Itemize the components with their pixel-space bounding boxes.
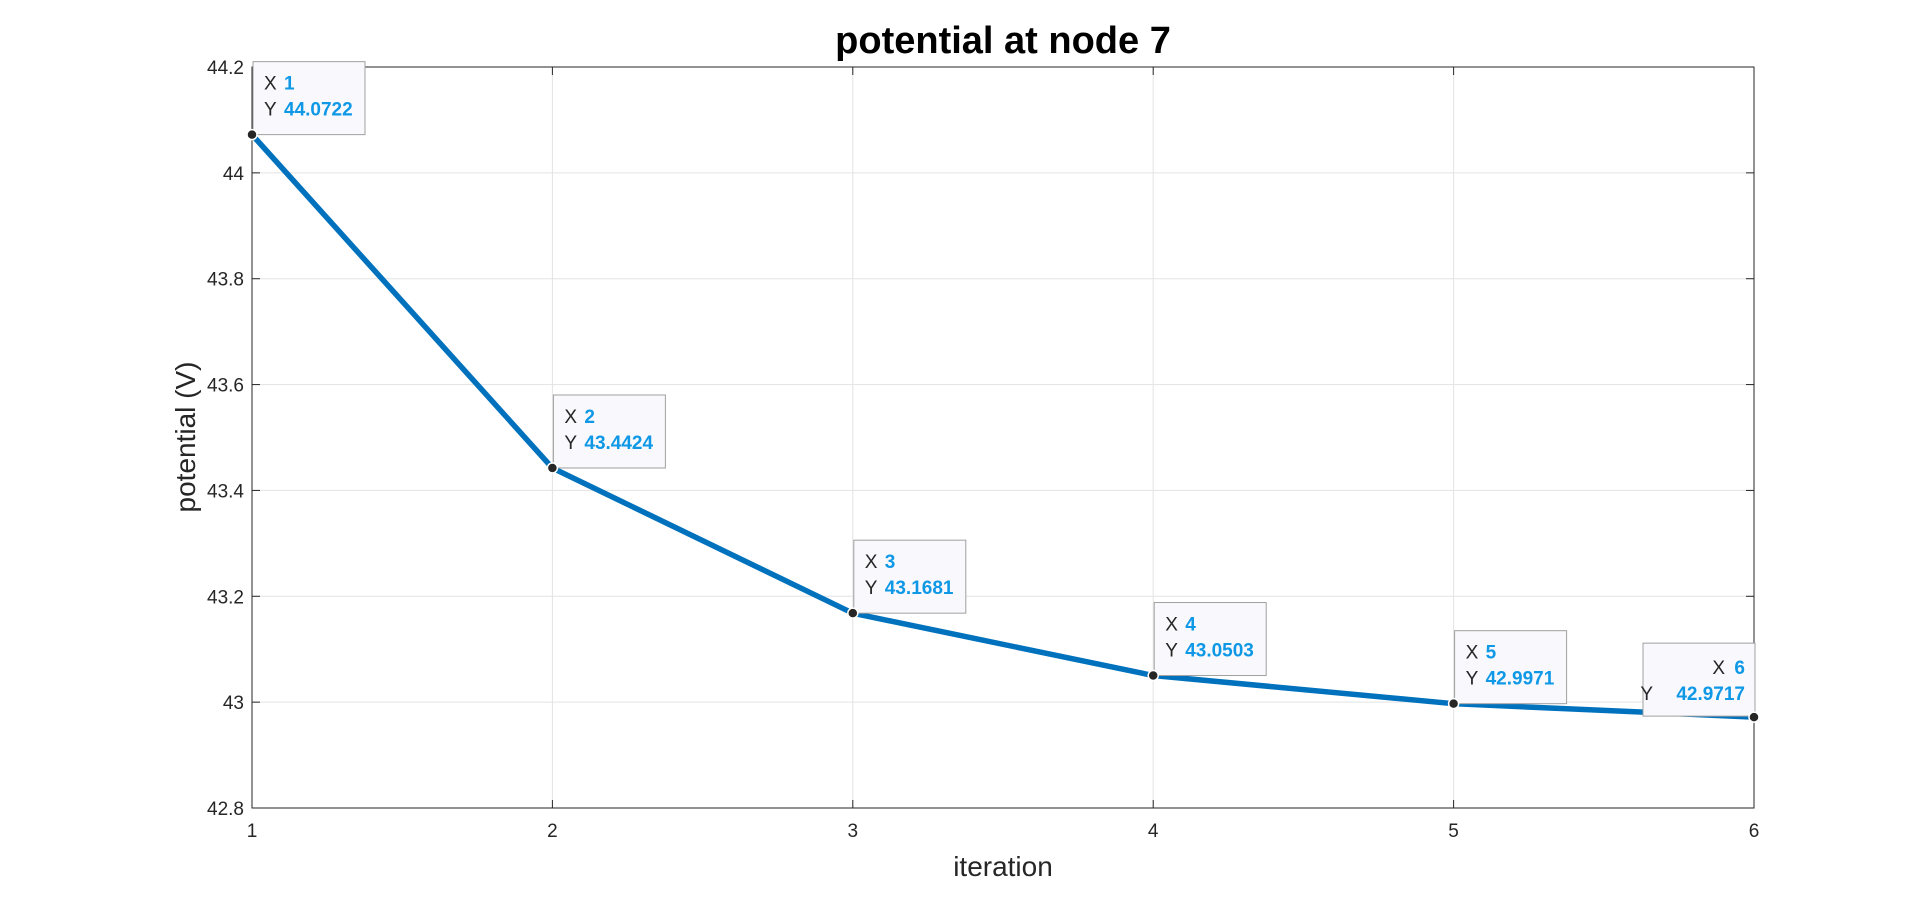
y-tick-label: 44.2 [207,58,244,79]
datatip-y-value: 43.1681 [885,578,954,599]
datatip-y-key: Y [1640,684,1653,705]
datatip-box [252,61,366,136]
datatip-x-value: 5 [1486,643,1497,664]
datatip-y-key: Y [865,578,878,599]
data-point-marker [1147,669,1159,682]
datatip-x-key: X [1466,643,1479,664]
y-tick-label: 43.2 [207,587,244,608]
datatip: 6X 42.9717 Y [1640,642,1756,717]
datatip-y-key: Y [1466,669,1479,690]
y-tick-label: 44 [223,164,245,185]
datatip: X 1Y 44.0722 [252,61,366,136]
datatip-y-key: Y [264,100,277,121]
datatip-x-value: 4 [1185,615,1196,636]
series-layer [249,132,1755,720]
y-axis-label: potential (V) [170,362,201,513]
datatip-box [1153,602,1267,677]
data-point-marker [1748,711,1760,723]
datatip-x-key: X [1712,658,1725,679]
datatip-y-key: Y [1165,641,1178,662]
datatip: X 5Y 42.9971 [1454,630,1568,705]
datatip-box [853,539,967,614]
data-point-marker [847,607,859,619]
x-tick-label: 6 [1749,821,1760,842]
datatip-y-value: 44.0722 [284,100,353,121]
datatip: X 2Y 43.4424 [552,394,666,469]
x-tick-label: 4 [1148,821,1159,842]
datatip-x-key: X [865,552,878,573]
y-tick-label: 43 [223,693,244,714]
data-point-marker [246,128,258,141]
x-tick-label: 3 [848,821,859,842]
datatip-x-value: 1 [284,74,295,95]
datatip: X 4Y 43.0503 [1153,602,1267,677]
datatip-box [1454,630,1568,705]
datatip-x-value: 3 [885,552,896,573]
datatip-x-key: X [264,74,277,95]
x-tick-labels: 1 2 3 4 5 6 [247,821,1760,842]
datatip-y-value: 42.9717 [1676,684,1745,705]
datatip-x-key: X [1165,615,1178,636]
y-tick-label: 43.6 [207,376,244,397]
datatip-x-value: 2 [584,407,595,428]
data-point-marker [1447,697,1460,710]
series-line [249,132,1755,720]
datatip-box [552,394,666,469]
axes-box [251,66,1755,809]
chart-title: potential at node 7 [835,20,1171,62]
x-tick-label: 2 [547,821,558,842]
data-point-marker [546,462,559,474]
y-tick-label: 43.8 [207,270,244,291]
datatip-x-value: 6 [1734,658,1745,679]
datatip-box [1642,642,1756,717]
datatip-y-value: 43.4424 [584,433,653,454]
x-axis-label: iteration [953,851,1053,882]
y-tick-label: 42.8 [207,799,244,820]
x-tick-label: 1 [247,821,258,842]
data-markers [246,128,1760,723]
datatip: X 3Y 43.1681 [853,539,967,614]
datatip-y-value: 43.0503 [1185,641,1254,662]
y-tick-label: 43.4 [207,481,244,502]
y-tick-labels: 42.8 43 43.2 43.4 43.6 43.8 44 44.2 [207,58,244,820]
x-tick-label: 5 [1448,821,1459,842]
datatip-x-key: X [564,407,577,428]
datatip-y-key: Y [564,433,577,454]
datatip-y-value: 42.9971 [1486,669,1555,690]
